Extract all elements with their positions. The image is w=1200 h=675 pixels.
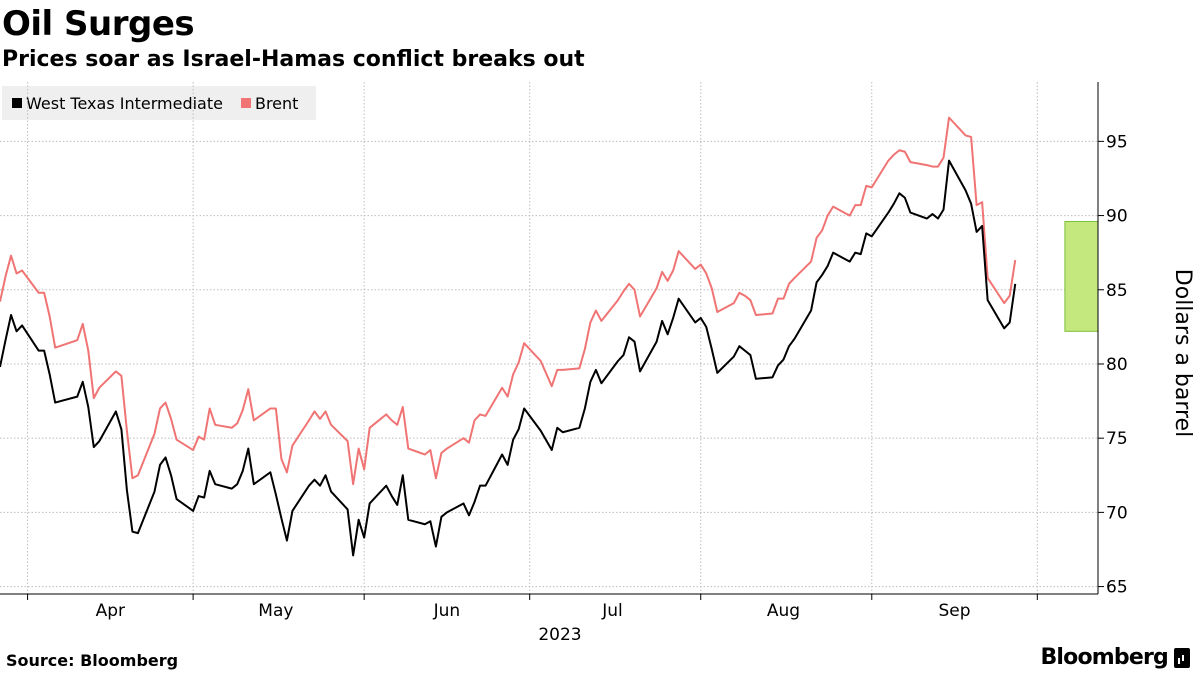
series-line-wti [0, 159, 1017, 557]
highlight-box [1064, 221, 1099, 332]
chart-subtitle: Prices soar as Israel-Hamas conflict bre… [2, 47, 585, 72]
x-year-label: 2023 [538, 625, 581, 645]
y-tick-label: 95 [1106, 132, 1128, 152]
series-line-brent [0, 116, 1017, 486]
bloomberg-logo: Bloomberg [1040, 645, 1190, 670]
x-tick-label: Jul [601, 601, 623, 621]
y-tick-label: 75 [1106, 429, 1128, 449]
y-tick-label: 70 [1106, 503, 1128, 523]
legend: West Texas Intermediate Brent [2, 86, 316, 120]
source-note: Source: Bloomberg [6, 651, 179, 670]
y-axis-label: Dollars a barrel [1170, 269, 1195, 437]
axis-layer: 65 70 75 80 85 90 95 Apr May Jun Jul Aug Sep 2023 Doll… [0, 82, 1195, 645]
y-tick-label: 65 [1106, 578, 1128, 598]
bloomberg-terminal-icon [1174, 647, 1190, 668]
y-tick-label: 90 [1106, 207, 1128, 227]
grid-layer [0, 82, 1098, 594]
y-tick-label: 80 [1106, 355, 1128, 375]
x-tick-label: Sep [939, 601, 971, 621]
x-tick-label: Jun [433, 601, 461, 621]
legend-label-brent: Brent [254, 93, 299, 113]
highlight-layer [1064, 221, 1099, 332]
legend-swatch-wti [12, 98, 22, 108]
legend-item-wti: West Texas Intermediate [12, 94, 223, 113]
logo-text: Bloomberg [1040, 645, 1168, 670]
y-tick-label: 85 [1106, 281, 1128, 301]
legend-item-brent: Brent [240, 93, 299, 113]
x-tick-label: Apr [96, 601, 125, 621]
legend-swatch-brent [240, 98, 251, 108]
legend-label-wti: West Texas Intermediate [26, 93, 223, 113]
x-tick-label: Aug [767, 601, 800, 621]
chart-title: Oil Surges [2, 4, 195, 44]
series-layer [0, 116, 1017, 557]
x-tick-label: May [258, 601, 293, 621]
